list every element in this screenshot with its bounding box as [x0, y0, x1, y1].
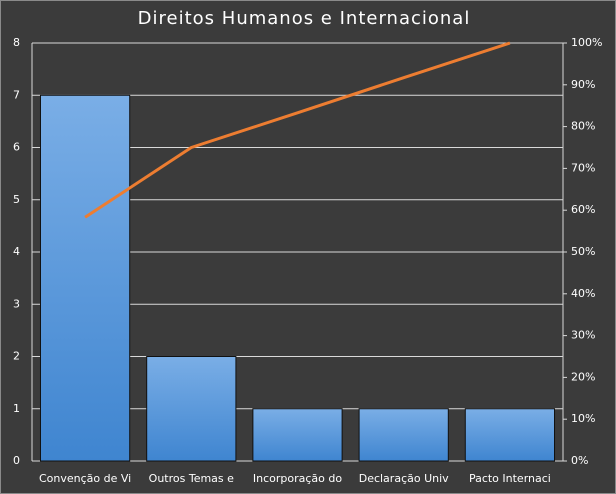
- x-tick-label: Declaração Univ: [359, 472, 449, 485]
- chart-title: Direitos Humanos e Internacional: [138, 8, 471, 29]
- y-tick-label: 0: [13, 454, 20, 467]
- pareto-line: [84, 41, 511, 219]
- bar: [358, 408, 449, 462]
- y-tick-label: 3: [13, 297, 20, 310]
- y2-tick-label: 100%: [571, 36, 602, 49]
- y2-tick-label: 90%: [571, 78, 595, 91]
- y2-tick-label: 80%: [571, 120, 595, 133]
- x-tick-label: Incorporação do: [253, 472, 342, 485]
- y2-tick-label: 50%: [571, 245, 595, 258]
- y-tick-label: 7: [13, 88, 20, 101]
- y2-tick-label: 40%: [571, 287, 595, 300]
- x-tick-label: Pacto Internaci: [469, 472, 551, 485]
- bar: [146, 356, 237, 462]
- y2-tick-label: 60%: [571, 203, 595, 216]
- bar: [464, 408, 556, 462]
- x-tick-label: Convenção de Vi: [39, 472, 131, 485]
- y-tick-label: 1: [13, 402, 20, 415]
- y-tick-label: 4: [13, 245, 20, 258]
- y2-tick-label: 20%: [571, 370, 595, 383]
- y2-tick-label: 0%: [571, 454, 588, 467]
- bar: [252, 408, 343, 462]
- y-tick-label: 5: [13, 193, 20, 206]
- y2-tick-label: 10%: [571, 412, 595, 425]
- y-tick-label: 6: [13, 141, 20, 154]
- bar: [39, 94, 131, 462]
- y2-tick-label: 70%: [571, 161, 595, 174]
- x-tick-label: Outros Temas e: [149, 472, 234, 485]
- y2-tick-label: 30%: [571, 329, 595, 342]
- y-tick-label: 2: [13, 350, 20, 363]
- y-tick-label: 8: [13, 36, 20, 49]
